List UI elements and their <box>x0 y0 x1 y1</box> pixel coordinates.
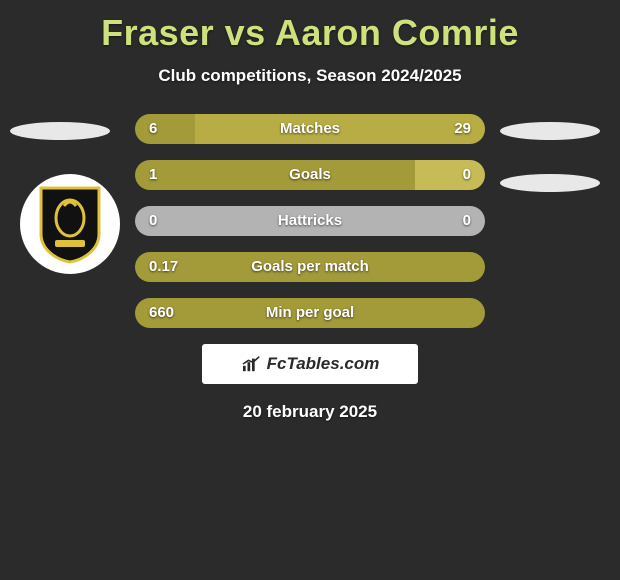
stat-row: 660Min per goal <box>135 298 485 328</box>
subtitle: Club competitions, Season 2024/2025 <box>0 66 620 86</box>
club-crest-left <box>20 174 120 274</box>
date-text: 20 february 2025 <box>0 402 620 422</box>
page-title: Fraser vs Aaron Comrie <box>0 0 620 54</box>
comparison-stage: 629Matches 10Goals 00Hattricks 0.17Goals pe… <box>0 114 620 422</box>
stat-row: 629Matches <box>135 114 485 144</box>
chart-icon <box>241 355 263 373</box>
player-left-badge-1 <box>10 122 110 140</box>
stat-row: 10Goals <box>135 160 485 190</box>
player-right-badge-1 <box>500 122 600 140</box>
stat-label: Matches <box>135 114 485 144</box>
stat-row: 0.17Goals per match <box>135 252 485 282</box>
stat-label: Hattricks <box>135 206 485 236</box>
stat-label: Goals <box>135 160 485 190</box>
player-right-badge-2 <box>500 174 600 192</box>
shield-icon <box>37 184 103 264</box>
stat-rows: 629Matches 10Goals 00Hattricks 0.17Goals pe… <box>135 114 485 328</box>
stat-label: Min per goal <box>135 298 485 328</box>
stat-row: 00Hattricks <box>135 206 485 236</box>
stat-label: Goals per match <box>135 252 485 282</box>
attribution-text: FcTables.com <box>267 354 380 374</box>
attribution-badge: FcTables.com <box>202 344 418 384</box>
